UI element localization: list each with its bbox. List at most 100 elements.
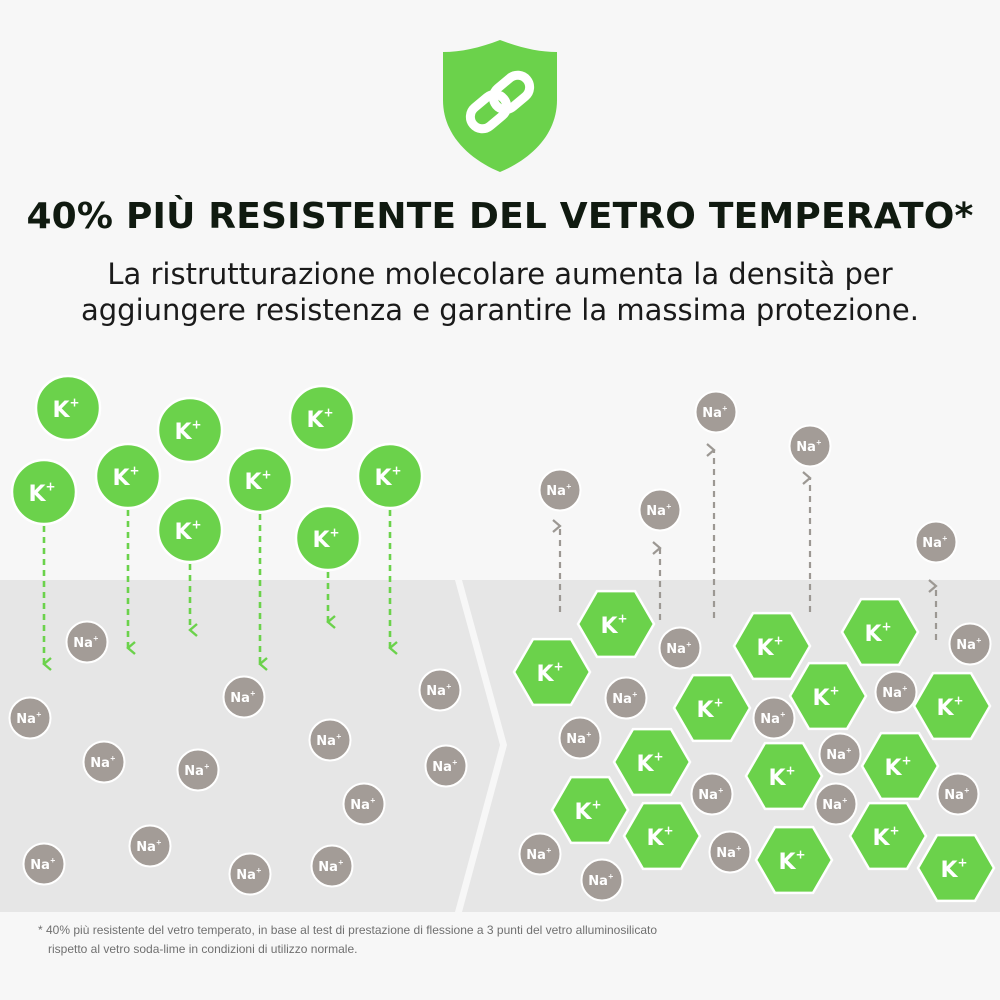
k-ion-hex: K+	[788, 661, 868, 731]
svg-text:K+: K+	[112, 463, 139, 490]
shield-chain-icon	[443, 40, 557, 172]
na-ion: Na+	[176, 748, 220, 792]
k-ion-hex: K+	[744, 741, 824, 811]
na-ion: Na+	[424, 744, 468, 788]
k-ion-hex: K+	[916, 833, 996, 903]
svg-text:K+: K+	[696, 695, 723, 722]
svg-text:K+: K+	[756, 633, 783, 660]
k-ion: K+	[10, 458, 78, 526]
svg-text:Na+: Na+	[318, 858, 344, 874]
na-ion: Na+	[418, 668, 462, 712]
svg-text:K+: K+	[812, 683, 839, 710]
k-ion-hex: K+	[612, 727, 692, 797]
svg-text:Na+: Na+	[236, 866, 262, 882]
na-ion: Na+	[310, 844, 354, 888]
svg-text:Na+: Na+	[612, 690, 638, 706]
svg-text:Na+: Na+	[136, 838, 162, 854]
na-ion: Na+	[518, 832, 562, 876]
svg-text:K+: K+	[778, 847, 805, 874]
svg-text:Na+: Na+	[546, 482, 572, 498]
subtitle-line-2: aggiungere resistenza e garantire la mas…	[81, 293, 919, 327]
svg-text:K+: K+	[374, 463, 401, 490]
na-ion: Na+	[222, 675, 266, 719]
svg-text:Na+: Na+	[760, 710, 786, 726]
svg-text:K+: K+	[244, 467, 271, 494]
svg-text:K+: K+	[312, 525, 339, 552]
k-ion: K+	[288, 384, 356, 452]
svg-text:K+: K+	[174, 417, 201, 444]
svg-text:Na+: Na+	[90, 754, 116, 770]
k-ion-hex: K+	[550, 775, 630, 845]
na-ion: Na+	[558, 716, 602, 760]
svg-text:Na+: Na+	[316, 732, 342, 748]
na-ion: Na+	[580, 858, 624, 902]
svg-text:Na+: Na+	[350, 796, 376, 812]
svg-text:K+: K+	[768, 763, 795, 790]
na-ion: Na+	[690, 772, 734, 816]
k-ion-hex: K+	[848, 801, 928, 871]
svg-text:Na+: Na+	[16, 710, 42, 726]
k-ion-hex: K+	[512, 637, 592, 707]
na-ion: Na+	[936, 772, 980, 816]
na-ion: Na+	[874, 670, 918, 714]
k-ion-hex: K+	[840, 597, 920, 667]
footnote-line-2: rispetto al vetro soda-lime in condizion…	[48, 942, 358, 956]
na-ion: Na+	[658, 626, 702, 670]
svg-text:Na+: Na+	[702, 404, 728, 420]
na-ion: Na+	[694, 390, 738, 434]
subtitle-line-1: La ristrutturazione molecolare aumenta l…	[107, 257, 893, 291]
na-ion: Na+	[788, 424, 832, 468]
k-ion: K+	[94, 442, 162, 510]
svg-text:Na+: Na+	[426, 682, 452, 698]
svg-text:Na+: Na+	[646, 502, 672, 518]
k-ion-hex: K+	[672, 673, 752, 743]
k-ion-hex: K+	[622, 801, 702, 871]
svg-text:K+: K+	[646, 823, 673, 850]
na-ion: Na+	[914, 520, 958, 564]
k-ion-hex: K+	[754, 825, 834, 895]
k-ion: K+	[294, 504, 362, 572]
svg-text:Na+: Na+	[922, 534, 948, 550]
glass-panel-before	[0, 580, 500, 912]
svg-text:K+: K+	[28, 479, 55, 506]
svg-text:K+: K+	[940, 855, 967, 882]
na-ion: Na+	[604, 676, 648, 720]
na-ion: Na+	[948, 622, 992, 666]
k-ion: K+	[156, 496, 224, 564]
svg-text:K+: K+	[536, 659, 563, 686]
na-ion: Na+	[308, 718, 352, 762]
svg-text:K+: K+	[864, 619, 891, 646]
na-ion: Na+	[342, 782, 386, 826]
svg-text:K+: K+	[872, 823, 899, 850]
svg-text:Na+: Na+	[666, 640, 692, 656]
na-ion: Na+	[128, 824, 172, 868]
svg-text:K+: K+	[636, 749, 663, 776]
headline: 40% PIÙ RESISTENTE DEL VETRO TEMPERATO*	[26, 196, 974, 237]
svg-text:Na+: Na+	[30, 856, 56, 872]
na-ion: Na+	[814, 782, 858, 826]
subtitle: La ristrutturazione molecolare aumenta l…	[0, 256, 1000, 328]
na-ion: Na+	[82, 740, 126, 784]
svg-text:Na+: Na+	[826, 746, 852, 762]
svg-text:Na+: Na+	[184, 762, 210, 778]
k-ion: K+	[156, 396, 224, 464]
svg-text:Na+: Na+	[526, 846, 552, 862]
svg-text:K+: K+	[574, 797, 601, 824]
k-ion-hex: K+	[576, 589, 656, 659]
na-ion: Na+	[22, 842, 66, 886]
k-ion: K+	[34, 374, 102, 442]
svg-text:Na+: Na+	[716, 844, 742, 860]
svg-text:Na+: Na+	[956, 636, 982, 652]
svg-text:K+: K+	[306, 405, 333, 432]
svg-text:Na+: Na+	[796, 438, 822, 454]
svg-text:Na+: Na+	[432, 758, 458, 774]
na-ion: Na+	[818, 732, 862, 776]
svg-text:Na+: Na+	[588, 872, 614, 888]
na-ion: Na+	[638, 488, 682, 532]
svg-text:K+: K+	[884, 753, 911, 780]
na-ion: Na+	[708, 830, 752, 874]
footnote-line-1: * 40% più resistente del vetro temperato…	[38, 923, 658, 937]
k-ion-hex: K+	[732, 611, 812, 681]
svg-text:Na+: Na+	[882, 684, 908, 700]
